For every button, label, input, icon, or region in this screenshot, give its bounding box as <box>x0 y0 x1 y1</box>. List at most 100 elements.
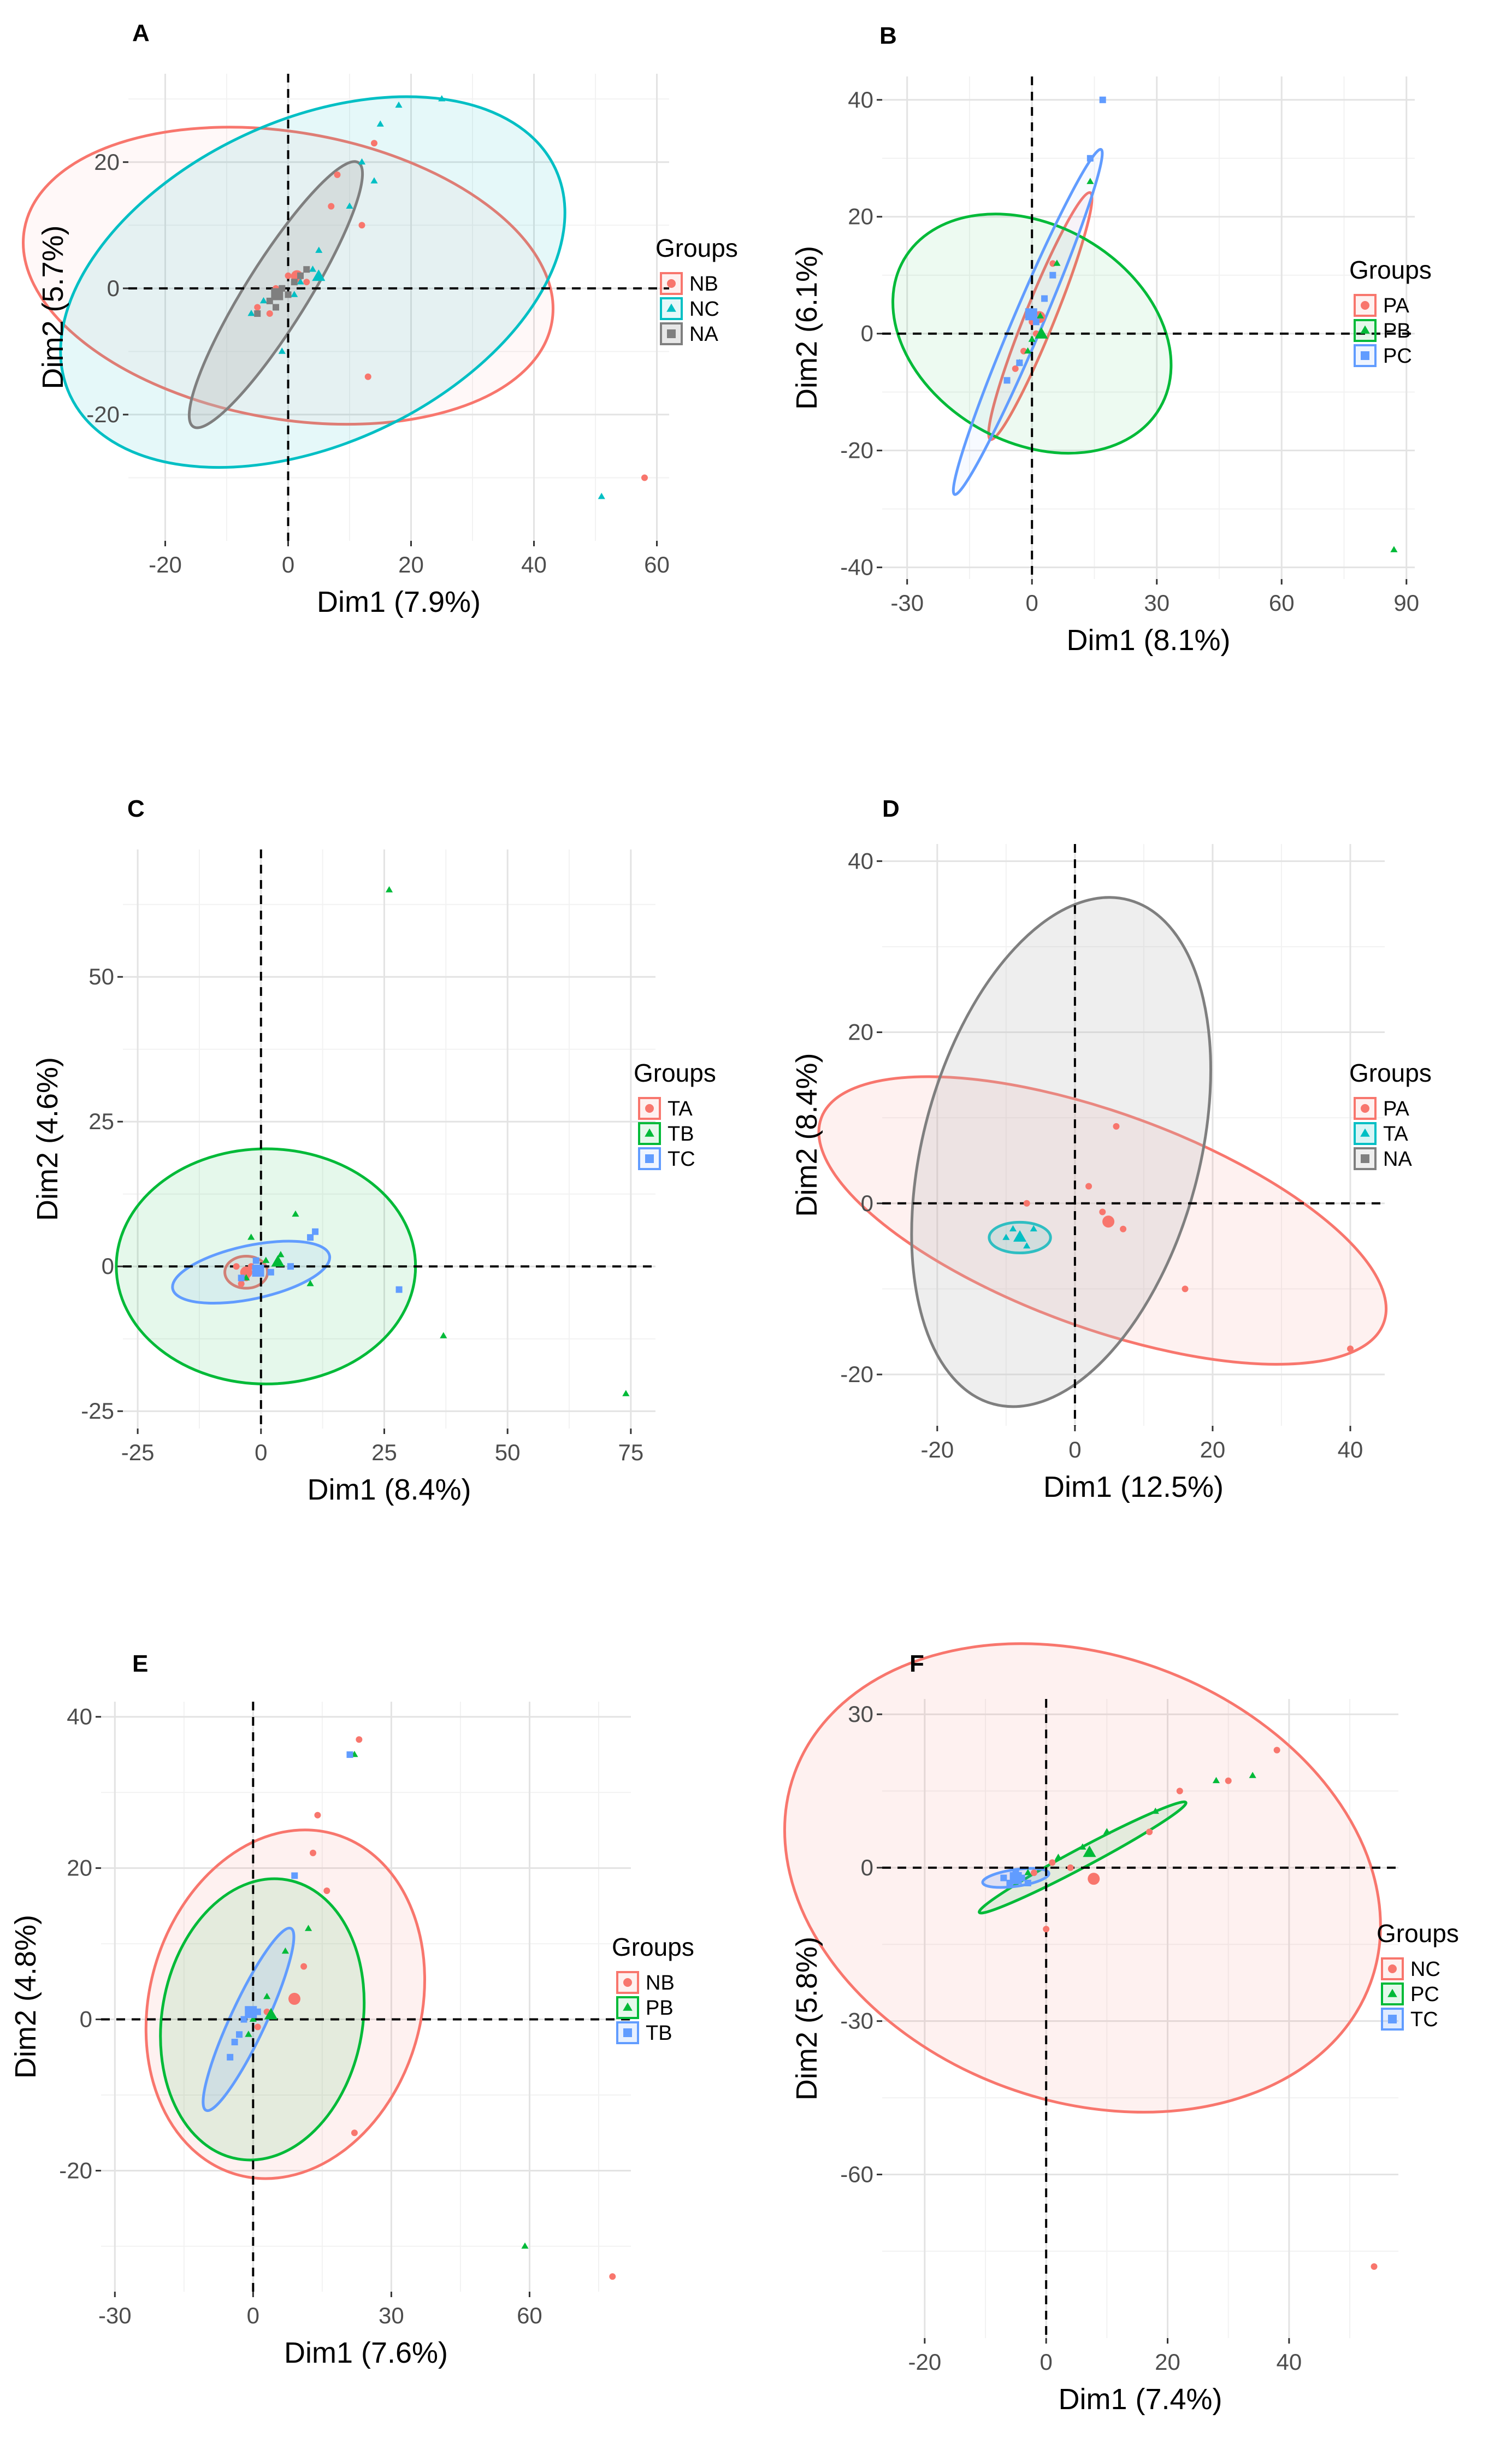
y-tick-label: 40 <box>848 87 873 113</box>
legend-marker-pb <box>623 2002 633 2011</box>
legend-label-na: NA <box>1383 1148 1412 1171</box>
legend-marker-tb <box>623 2028 632 2037</box>
y-tick-label: 0 <box>861 1855 873 1880</box>
x-tick-label: 30 <box>1144 590 1170 616</box>
point-nc <box>278 347 286 354</box>
y-tick-label: -20 <box>840 1361 873 1387</box>
y-axis-title: Dim2 (4.6%) <box>31 1057 64 1221</box>
legend-key-na <box>1354 1147 1377 1170</box>
panel-label: D <box>882 795 900 822</box>
point-tc <box>307 1234 314 1241</box>
point-nb <box>303 279 310 286</box>
point-pb <box>281 1947 289 1954</box>
point-nb <box>266 310 273 317</box>
x-tick-label: 40 <box>1277 2349 1302 2375</box>
point-pa <box>1085 1183 1092 1190</box>
confidence-ellipse-nc <box>783 1642 1382 2114</box>
point-tc <box>252 1257 259 1264</box>
point-pb <box>249 2015 257 2022</box>
x-tick-label: -20 <box>920 1437 954 1462</box>
x-tick-label: 0 <box>282 552 294 577</box>
legend-label-pa: PA <box>1383 294 1410 317</box>
point-nc <box>247 309 255 316</box>
legend-marker-na <box>1361 1154 1369 1163</box>
x-axis-title: Dim1 (12.5%) <box>1043 1471 1224 1503</box>
point-pa <box>1346 1346 1354 1353</box>
y-axis-title: Dim2 (5.7%) <box>37 225 69 389</box>
x-tick-label: 0 <box>1040 2349 1052 2375</box>
legend-marker-pa <box>1361 301 1369 310</box>
legend-key-tc <box>638 1147 661 1170</box>
point-nb <box>358 222 365 229</box>
legend-marker-pb <box>1360 325 1370 334</box>
point-nb <box>285 272 292 279</box>
legend-marker-pc <box>1387 1988 1397 1997</box>
legend-key-nb <box>660 272 683 295</box>
point-pc <box>1024 1869 1032 1875</box>
point-nb <box>310 1849 316 1856</box>
point-pb <box>1024 347 1032 354</box>
y-tick-label: -30 <box>840 2008 873 2034</box>
legend-marker-na <box>667 329 676 338</box>
legend-marker-ta <box>1360 1128 1370 1137</box>
y-tick-label: 0 <box>861 321 873 346</box>
grid <box>882 1699 1398 2338</box>
confidence-ellipse-nc <box>59 95 566 469</box>
x-tick-label: 0 <box>1068 1437 1081 1462</box>
legend-title: Groups <box>1349 1059 1432 1087</box>
x-tick-label: -30 <box>98 2303 132 2328</box>
point-pc <box>1049 272 1056 279</box>
point-tb <box>306 1279 314 1287</box>
point-pb <box>521 2242 529 2249</box>
y-axis-title: Dim2 (4.8%) <box>9 1915 42 2079</box>
centroid-pa <box>1102 1215 1115 1228</box>
panel-d: -20 0 20 40 -20 0 20 40 Dim1 (12.5%) Dim2 (8.4%) D… <box>790 795 1432 1503</box>
point-na <box>273 304 279 311</box>
point-tc <box>1000 1874 1007 1881</box>
y-axis-title: Dim2 (5.8%) <box>790 1937 823 2100</box>
centroid-na <box>271 288 284 300</box>
point-nc <box>1146 1828 1153 1836</box>
legend-marker-nc <box>1388 1964 1397 1973</box>
centroid-tb <box>245 2006 257 2019</box>
point-tb <box>385 886 393 893</box>
point-nc <box>1225 1777 1232 1784</box>
centroid-nc <box>1088 1873 1100 1885</box>
point-nc <box>315 246 323 253</box>
point-nc <box>1176 1787 1183 1795</box>
point-pa <box>1182 1285 1189 1293</box>
point-nb <box>641 474 648 481</box>
point-nc <box>1273 1746 1280 1754</box>
legend-label-na: NA <box>689 323 718 346</box>
point-pb <box>1028 335 1036 342</box>
point-tb <box>247 1234 255 1240</box>
y-tick-label: 20 <box>848 1019 873 1045</box>
point-na <box>303 266 310 273</box>
centroid-tc <box>1009 1872 1022 1884</box>
y-tick-label: 20 <box>67 1855 92 1881</box>
y-tick-label: 40 <box>848 848 873 874</box>
centroid-nc <box>312 269 326 281</box>
x-tick-label: 40 <box>1338 1437 1363 1462</box>
legend-key-pc <box>1354 344 1377 367</box>
point-pb <box>245 2031 252 2037</box>
point-pc <box>1086 155 1094 162</box>
x-tick-label: 75 <box>618 1439 644 1465</box>
x-tick-label: 25 <box>371 1439 397 1465</box>
y-tick-label: -60 <box>840 2161 873 2187</box>
point-ta <box>238 1280 245 1287</box>
point-tc <box>238 1274 245 1282</box>
x-axis-title: Dim1 (7.6%) <box>284 2336 448 2369</box>
point-tb <box>231 2039 238 2046</box>
point-pb <box>1053 259 1061 266</box>
point-tc <box>1024 1879 1031 1886</box>
panel-e: -30 0 30 60 -20 0 20 40 Dim1 (7.6%) Dim2 (4.8%) E G… <box>9 1650 694 2369</box>
point-nc <box>1371 2263 1378 2270</box>
centroid-tb <box>271 1255 285 1267</box>
panel-label: A <box>132 20 150 46</box>
point-nc <box>1049 1859 1056 1866</box>
point-nb <box>254 2023 261 2031</box>
legend-title: Groups <box>634 1059 716 1087</box>
